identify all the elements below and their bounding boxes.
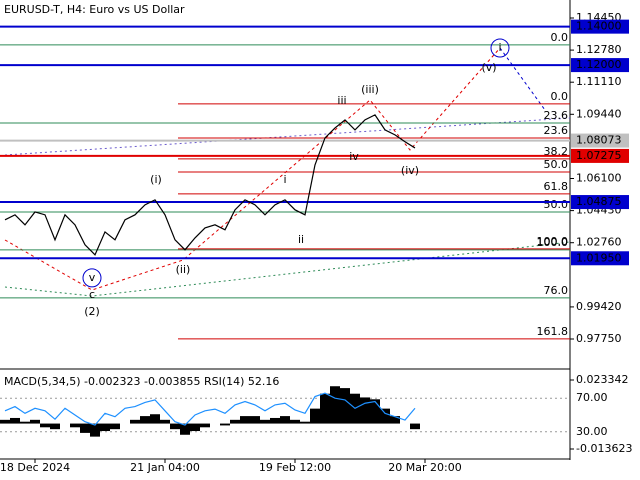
macd-bar bbox=[270, 417, 280, 424]
macd-bar bbox=[280, 416, 290, 424]
level-box bbox=[571, 58, 629, 73]
macd-bar bbox=[300, 421, 310, 424]
macd-bar bbox=[130, 419, 140, 424]
level-label: 1.12000 bbox=[576, 58, 622, 71]
wave-label: iv bbox=[349, 150, 359, 163]
fib-label: 50.0 bbox=[544, 158, 569, 171]
level-box bbox=[571, 195, 629, 210]
wave-label: (ii) bbox=[176, 263, 191, 276]
fib-label: 61.8 bbox=[544, 180, 569, 193]
chart-title: EURUSD-T, H4: Euro vs US Dollar bbox=[4, 3, 185, 16]
wave-label: v bbox=[89, 271, 96, 284]
fib-label: 0.0 bbox=[551, 31, 569, 44]
fib-label: 38.2 bbox=[544, 145, 569, 158]
fib-label: 161.8 bbox=[537, 325, 569, 338]
macd-bar bbox=[170, 423, 180, 430]
macd-bar bbox=[30, 419, 40, 424]
macd-bar bbox=[50, 423, 60, 430]
y-tick-label: 1.02760 bbox=[576, 236, 622, 249]
macd-bar bbox=[340, 388, 350, 424]
wave-label: (v) bbox=[481, 61, 496, 74]
macd-bar bbox=[140, 416, 150, 424]
macd-bar bbox=[90, 423, 100, 437]
wave-label: (iii) bbox=[361, 83, 379, 96]
level-label: 1.04875 bbox=[576, 195, 622, 208]
fib-label: 23.6 bbox=[544, 124, 569, 137]
level-box bbox=[571, 133, 629, 148]
trendline bbox=[4, 117, 571, 156]
fib-label: 100.0 bbox=[537, 236, 569, 249]
rsi-line bbox=[4, 392, 416, 426]
macd-bar bbox=[370, 399, 380, 424]
macd-bar bbox=[260, 419, 270, 424]
x-tick-label: 18 Dec 2024 bbox=[0, 461, 70, 474]
level-box bbox=[571, 251, 629, 266]
wave-label: ii bbox=[298, 233, 304, 246]
macd-bar bbox=[80, 423, 90, 433]
fib-label: 23.6 bbox=[544, 109, 569, 122]
y-tick-label: 1.12780 bbox=[576, 43, 622, 56]
wave-path bbox=[499, 47, 546, 111]
macd-bar bbox=[200, 423, 210, 428]
indicator-title: MACD(5,34,5) -0.002323 -0.003855 RSI(14)… bbox=[4, 375, 279, 388]
macd-bar bbox=[70, 423, 80, 428]
x-tick-label: 19 Feb 12:00 bbox=[259, 461, 331, 474]
y-tick-label: 0.99420 bbox=[576, 300, 622, 313]
y-tick-label: 1.09440 bbox=[576, 107, 622, 120]
y-tick-label: 1.06100 bbox=[576, 172, 622, 185]
wave-label: i bbox=[283, 173, 286, 186]
x-tick-label: 21 Jan 04:00 bbox=[130, 461, 200, 474]
macd-bar bbox=[240, 416, 250, 424]
macd-bar bbox=[20, 421, 30, 424]
fib-label: 0.0 bbox=[551, 90, 569, 103]
macd-bar bbox=[310, 408, 320, 424]
price-line bbox=[4, 114, 416, 256]
macd-bar bbox=[110, 423, 120, 430]
wave-circle bbox=[82, 268, 102, 288]
y2-tick-label: 0.023342 bbox=[576, 373, 629, 386]
macd-bar bbox=[320, 393, 330, 424]
wave-label: i bbox=[498, 41, 501, 54]
macd-bar bbox=[410, 423, 420, 430]
macd-bar bbox=[290, 419, 300, 424]
level-label: 1.07275 bbox=[576, 149, 622, 162]
level-label: 1.14000 bbox=[576, 20, 622, 33]
wave-label: (i) bbox=[150, 173, 162, 186]
y2-tick-label: -0.013623 bbox=[576, 442, 632, 455]
fib-label: 76.0 bbox=[544, 284, 569, 297]
level-box bbox=[571, 19, 629, 34]
fib-label: 50.0 bbox=[544, 198, 569, 211]
level-box bbox=[571, 148, 629, 163]
macd-bar bbox=[40, 423, 50, 428]
macd-bar bbox=[390, 416, 400, 424]
y-tick-label: 30.00 bbox=[576, 425, 608, 438]
macd-bar bbox=[330, 386, 340, 424]
y-tick-label: 70.00 bbox=[576, 391, 608, 404]
macd-bar bbox=[0, 419, 10, 424]
fib-label: 100.0 bbox=[537, 235, 569, 248]
wave-label: (2) bbox=[84, 305, 100, 318]
x-tick-label: 20 Mar 20:00 bbox=[388, 461, 461, 474]
macd-bar bbox=[250, 416, 260, 424]
macd-bar bbox=[160, 419, 170, 424]
macd-bar bbox=[190, 423, 200, 432]
macd-bar bbox=[380, 408, 390, 424]
macd-bar bbox=[230, 419, 240, 424]
macd-bar bbox=[180, 423, 190, 435]
wave-path bbox=[4, 47, 501, 291]
level-label: 1.08073 bbox=[576, 134, 622, 147]
macd-bar bbox=[150, 414, 160, 424]
wave-label: (iv) bbox=[401, 164, 419, 177]
macd-bar bbox=[10, 417, 20, 424]
macd-bar bbox=[100, 423, 110, 432]
macd-bar bbox=[220, 423, 230, 426]
level-label: 1.01950 bbox=[576, 251, 622, 264]
macd-bar bbox=[360, 397, 370, 424]
y-tick-label: 0.97750 bbox=[576, 332, 622, 345]
wave-circle bbox=[490, 38, 510, 58]
wave-label: iii bbox=[337, 94, 346, 107]
wave-label: c bbox=[89, 288, 95, 301]
y-tick-label: 1.11110 bbox=[576, 75, 622, 88]
